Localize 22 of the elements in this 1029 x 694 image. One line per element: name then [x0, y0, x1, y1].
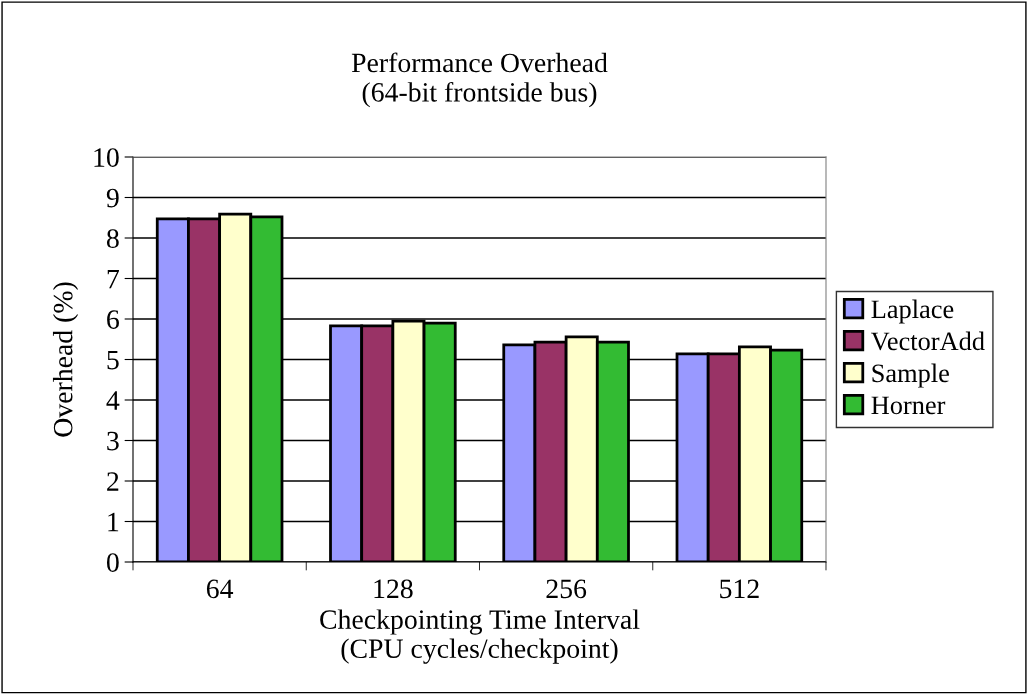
legend-label: Laplace	[871, 299, 954, 324]
y-tick-label: 0	[106, 553, 119, 572]
chart-title: Performance Overhead (64-bit frontside bus)	[351, 52, 608, 108]
y-tick-label: 5	[107, 350, 119, 370]
x-tick-label: 64	[206, 579, 234, 599]
y-tick-label: 2	[107, 472, 119, 491]
y-tick-label: 10	[94, 148, 119, 167]
y-tick-label: 4	[106, 391, 120, 410]
x-tick-label: 128	[374, 579, 413, 599]
legend-label: Horner	[871, 396, 946, 415]
y-tick-label: 9	[106, 188, 119, 208]
y-tick-label: 7	[107, 269, 120, 289]
legend-label: Sample	[872, 363, 949, 388]
x-axis-title: Checkpointing Time Interval (CPU cycles/checkpoint)	[320, 609, 640, 664]
x-tick-label: 256	[546, 579, 587, 599]
y-axis-title: Overhead (%)	[52, 282, 79, 437]
legend-label: VectorAdd	[871, 331, 985, 351]
y-tick-label: 6	[107, 310, 119, 329]
y-tick-label: 1	[108, 512, 119, 532]
x-tick-label: 512	[720, 579, 759, 599]
y-tick-label: 8	[106, 229, 119, 248]
y-tick-label: 3	[107, 431, 119, 451]
